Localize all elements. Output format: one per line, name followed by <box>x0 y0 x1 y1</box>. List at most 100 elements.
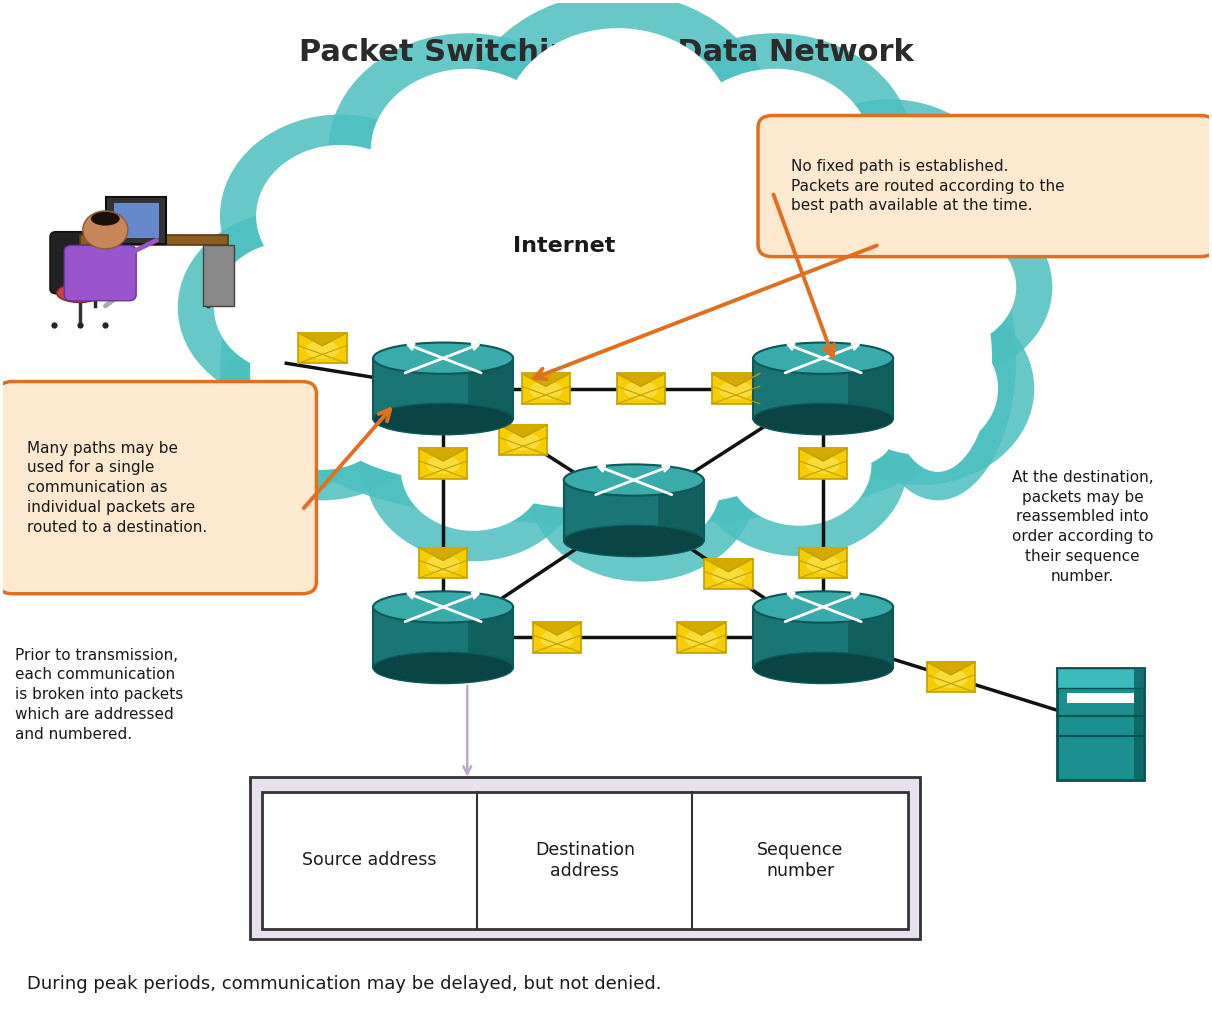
Polygon shape <box>419 547 468 561</box>
Ellipse shape <box>753 342 893 374</box>
Ellipse shape <box>624 381 658 399</box>
Ellipse shape <box>541 630 574 648</box>
Circle shape <box>527 389 756 582</box>
Ellipse shape <box>753 591 893 623</box>
Ellipse shape <box>719 381 753 399</box>
FancyBboxPatch shape <box>419 547 468 578</box>
FancyBboxPatch shape <box>617 374 665 404</box>
Circle shape <box>219 114 462 318</box>
Ellipse shape <box>427 455 461 474</box>
Ellipse shape <box>753 403 893 435</box>
Ellipse shape <box>373 652 513 683</box>
FancyBboxPatch shape <box>1067 693 1134 703</box>
Ellipse shape <box>347 394 890 495</box>
Text: No fixed path is established.
Packets are routed according to the
best path avai: No fixed path is established. Packets ar… <box>790 159 1064 213</box>
Text: Prior to transmission,
each communication
is broken into packets
which are addre: Prior to transmission, each communicatio… <box>15 647 183 742</box>
Circle shape <box>727 404 871 526</box>
Ellipse shape <box>250 274 359 467</box>
Polygon shape <box>419 448 468 460</box>
Circle shape <box>365 379 582 562</box>
Circle shape <box>835 196 1052 379</box>
Polygon shape <box>298 333 347 345</box>
Polygon shape <box>499 425 548 437</box>
FancyBboxPatch shape <box>704 558 753 589</box>
FancyBboxPatch shape <box>50 232 99 294</box>
Ellipse shape <box>806 455 840 474</box>
Circle shape <box>691 374 908 556</box>
FancyBboxPatch shape <box>64 245 136 301</box>
Circle shape <box>871 227 1016 348</box>
Polygon shape <box>533 622 582 635</box>
Text: During peak periods, communication may be delayed, but not denied.: During peak periods, communication may b… <box>27 975 662 992</box>
Ellipse shape <box>564 465 704 495</box>
Text: Destination
address: Destination address <box>534 841 635 880</box>
Circle shape <box>178 211 407 404</box>
FancyBboxPatch shape <box>678 622 726 652</box>
Circle shape <box>503 29 733 222</box>
Circle shape <box>811 130 968 261</box>
Text: Sequence
number: Sequence number <box>756 841 844 880</box>
Circle shape <box>841 323 999 454</box>
FancyBboxPatch shape <box>202 245 234 306</box>
Polygon shape <box>617 374 665 386</box>
FancyBboxPatch shape <box>262 791 908 929</box>
FancyBboxPatch shape <box>758 115 1212 256</box>
FancyBboxPatch shape <box>373 358 513 419</box>
FancyBboxPatch shape <box>105 197 166 244</box>
FancyBboxPatch shape <box>419 448 468 479</box>
Circle shape <box>213 241 371 374</box>
Polygon shape <box>678 622 726 635</box>
Circle shape <box>328 34 606 266</box>
Ellipse shape <box>373 591 513 623</box>
Text: Internet: Internet <box>513 237 614 256</box>
Ellipse shape <box>57 284 103 302</box>
Ellipse shape <box>806 555 840 574</box>
Circle shape <box>679 68 871 231</box>
FancyBboxPatch shape <box>799 547 847 578</box>
Ellipse shape <box>91 211 120 226</box>
Circle shape <box>213 318 431 500</box>
FancyBboxPatch shape <box>658 480 704 541</box>
FancyBboxPatch shape <box>753 358 893 419</box>
Polygon shape <box>521 374 570 386</box>
Ellipse shape <box>373 403 513 435</box>
Ellipse shape <box>219 241 377 495</box>
FancyBboxPatch shape <box>114 203 159 238</box>
Ellipse shape <box>753 652 893 683</box>
FancyBboxPatch shape <box>250 777 920 939</box>
Text: At the destination,
packets may be
reassembled into
order according to
their seq: At the destination, packets may be reass… <box>1012 470 1154 584</box>
Circle shape <box>401 409 545 531</box>
FancyBboxPatch shape <box>799 448 847 479</box>
FancyBboxPatch shape <box>0 382 316 594</box>
FancyBboxPatch shape <box>753 606 893 668</box>
FancyBboxPatch shape <box>521 374 570 404</box>
Ellipse shape <box>305 340 339 358</box>
FancyBboxPatch shape <box>533 622 582 652</box>
Ellipse shape <box>507 432 541 450</box>
Ellipse shape <box>859 216 1016 500</box>
Circle shape <box>805 292 1034 485</box>
FancyBboxPatch shape <box>711 374 760 404</box>
Circle shape <box>774 99 1004 292</box>
Circle shape <box>636 34 914 266</box>
FancyBboxPatch shape <box>927 662 974 692</box>
Ellipse shape <box>304 125 932 510</box>
FancyBboxPatch shape <box>847 358 893 419</box>
FancyBboxPatch shape <box>468 358 513 419</box>
FancyBboxPatch shape <box>1057 668 1144 780</box>
FancyBboxPatch shape <box>564 480 704 541</box>
Ellipse shape <box>427 555 461 574</box>
Ellipse shape <box>884 248 993 472</box>
Polygon shape <box>711 374 760 386</box>
Polygon shape <box>927 662 974 675</box>
FancyBboxPatch shape <box>468 606 513 668</box>
Ellipse shape <box>304 374 932 526</box>
FancyBboxPatch shape <box>499 425 548 455</box>
Circle shape <box>256 145 425 287</box>
Ellipse shape <box>373 342 513 374</box>
Circle shape <box>82 211 128 249</box>
Polygon shape <box>799 547 847 561</box>
FancyBboxPatch shape <box>847 606 893 668</box>
Circle shape <box>250 348 395 470</box>
Polygon shape <box>704 558 753 572</box>
